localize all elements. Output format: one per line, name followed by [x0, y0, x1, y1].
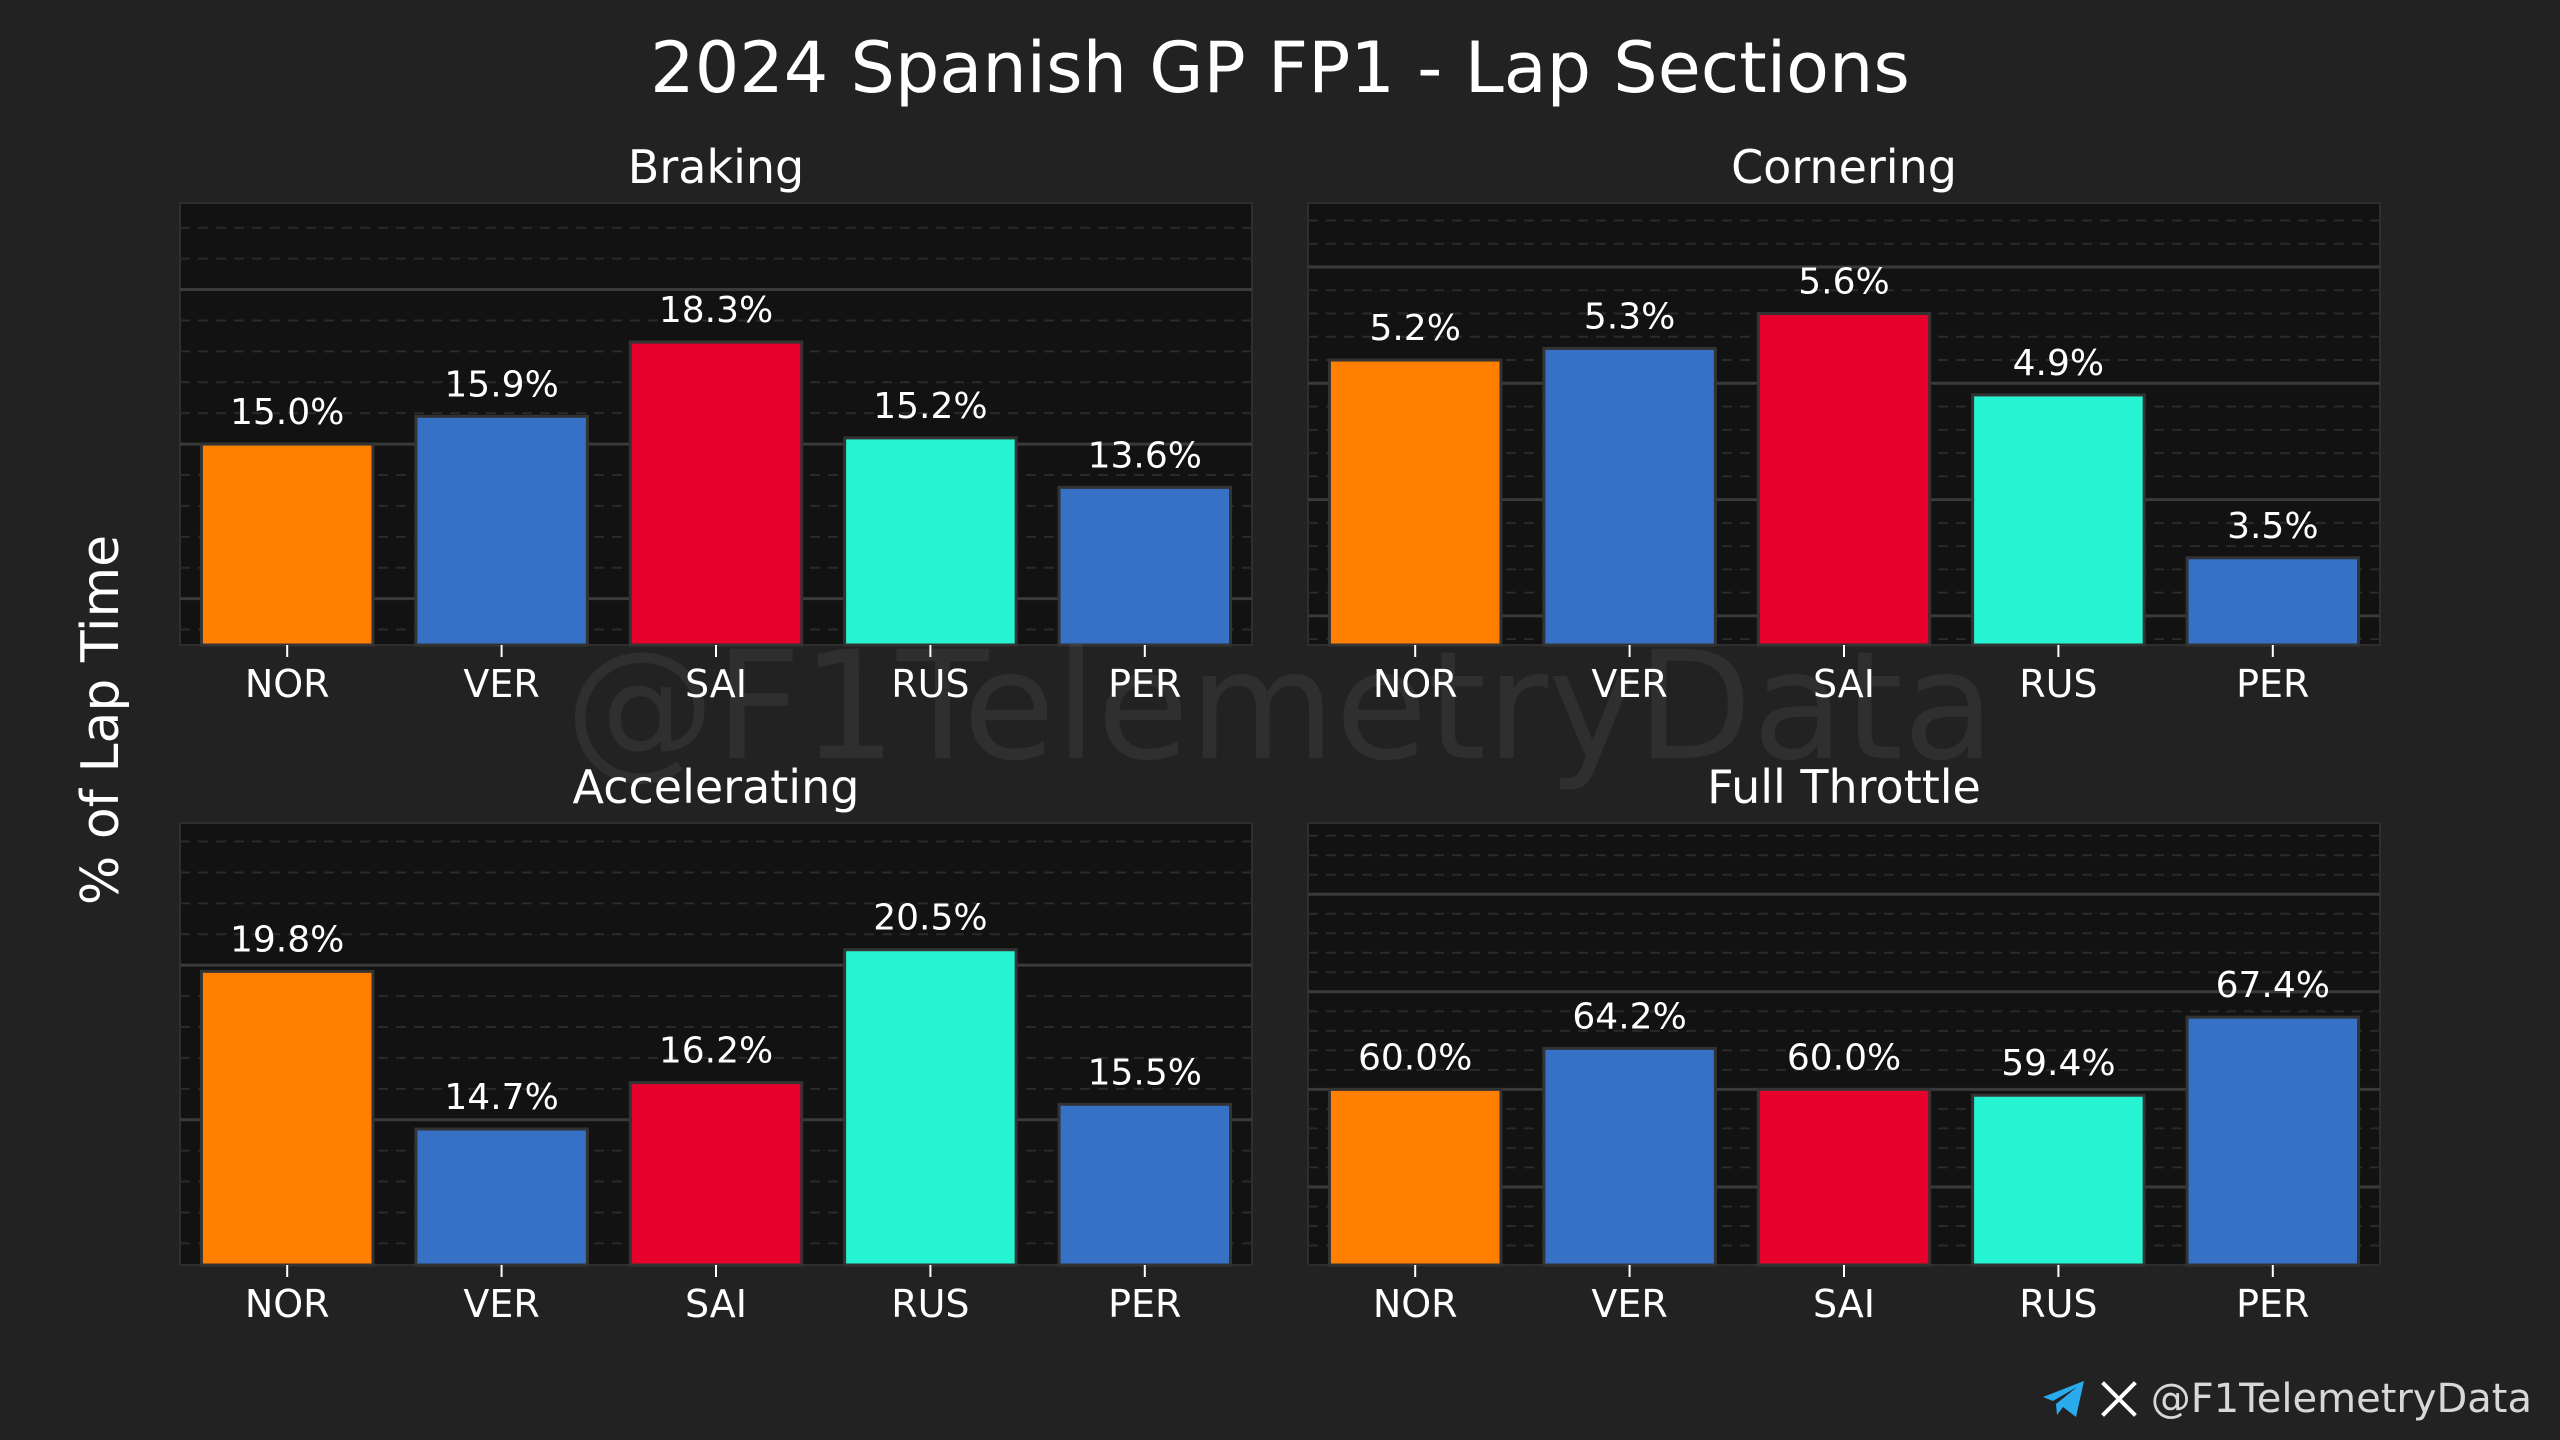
bar-full-throttle-sai	[1756, 1087, 1932, 1267]
data-label-braking-rus: 15.2%	[873, 386, 987, 427]
panel-title-accelerating: Accelerating	[573, 760, 860, 814]
tick-label-braking-per: PER	[1108, 662, 1181, 706]
bar-braking-per	[1057, 485, 1233, 647]
x-icon[interactable]	[2100, 1381, 2137, 1417]
data-label-braking-ver: 15.9%	[444, 364, 558, 405]
panel-cornering: Cornering 5.2% NOR 5.3% VER 5.6% SAI 4.9% RUS 3.5…	[1307, 140, 2381, 706]
data-label-cornering-per: 3.5%	[2227, 506, 2318, 547]
panel-braking: Braking 15.0% NOR 15.9% VER 18.3% SAI 15.2% RUS 1…	[179, 140, 1253, 706]
data-label-full-throttle-nor: 60.0%	[1358, 1037, 1472, 1078]
tick-label-cornering-ver: VER	[1591, 662, 1667, 706]
data-label-accelerating-rus: 20.5%	[873, 898, 987, 939]
bar-full-throttle-nor	[1327, 1087, 1503, 1267]
bar-braking-nor	[199, 442, 375, 647]
data-label-cornering-sai: 5.6%	[1798, 262, 1889, 303]
bar-accelerating-sai	[628, 1081, 804, 1267]
tick-label-accelerating-ver: VER	[463, 1282, 539, 1326]
tick-label-braking-rus: RUS	[891, 662, 969, 706]
panel-title-braking: Braking	[628, 140, 804, 194]
bar-cornering-per	[2185, 556, 2361, 647]
data-label-full-throttle-rus: 59.4%	[2001, 1043, 2115, 1084]
panel-title-cornering: Cornering	[1731, 140, 1957, 194]
data-label-cornering-rus: 4.9%	[2013, 343, 2104, 384]
bar-full-throttle-rus	[1971, 1093, 2146, 1267]
panel-accelerating: Accelerating 19.8% NOR 14.7% VER 16.2% SAI 20.5…	[179, 760, 1253, 1326]
tick-label-cornering-rus: RUS	[2019, 662, 2097, 706]
tick-label-full-throttle-per: PER	[2236, 1282, 2309, 1326]
bar-braking-ver	[414, 414, 589, 647]
bar-accelerating-rus	[843, 948, 1018, 1267]
telegram-icon[interactable]	[2041, 1379, 2087, 1419]
bar-cornering-sai	[1756, 312, 1932, 647]
tick-label-full-throttle-ver: VER	[1591, 1282, 1667, 1326]
tick-label-accelerating-per: PER	[1108, 1282, 1181, 1326]
data-label-braking-nor: 15.0%	[230, 392, 344, 433]
y-axis-label: % of Lap Time	[71, 535, 131, 905]
bar-accelerating-nor	[199, 969, 375, 1267]
tick-label-cornering-sai: SAI	[1813, 662, 1875, 706]
data-label-cornering-ver: 5.3%	[1584, 296, 1675, 337]
data-label-accelerating-ver: 14.7%	[444, 1077, 558, 1118]
data-label-full-throttle-per: 67.4%	[2216, 965, 2330, 1006]
bar-cornering-rus	[1971, 393, 2146, 647]
tick-label-full-throttle-sai: SAI	[1813, 1282, 1875, 1326]
tick-label-cornering-per: PER	[2236, 662, 2309, 706]
data-label-accelerating-nor: 19.8%	[230, 919, 344, 960]
tick-label-cornering-nor: NOR	[1373, 662, 1458, 706]
bar-full-throttle-per	[2185, 1015, 2361, 1267]
panels: Braking 15.0% NOR 15.9% VER 18.3% SAI 15.2% RUS 1…	[179, 140, 2381, 1326]
bar-cornering-nor	[1327, 358, 1503, 647]
data-label-cornering-nor: 5.2%	[1369, 308, 1460, 349]
watermark: @F1TelemetryData	[565, 620, 1995, 794]
tick-label-accelerating-sai: SAI	[685, 1282, 747, 1326]
tick-label-full-throttle-nor: NOR	[1373, 1282, 1458, 1326]
bar-accelerating-ver	[414, 1127, 589, 1267]
tick-label-braking-ver: VER	[463, 662, 539, 706]
tick-label-braking-sai: SAI	[685, 662, 747, 706]
data-label-accelerating-sai: 16.2%	[659, 1031, 773, 1072]
bar-cornering-ver	[1542, 346, 1717, 647]
tick-label-accelerating-rus: RUS	[891, 1282, 969, 1326]
tick-label-braking-nor: NOR	[245, 662, 330, 706]
bar-accelerating-per	[1057, 1102, 1233, 1267]
chart-title: 2024 Spanish GP FP1 - Lap Sections	[650, 27, 1910, 109]
data-label-full-throttle-sai: 60.0%	[1787, 1037, 1901, 1078]
data-label-accelerating-per: 15.5%	[1088, 1052, 1202, 1093]
data-label-braking-sai: 18.3%	[659, 290, 773, 331]
footer-handle[interactable]: @F1TelemetryData	[2150, 1376, 2532, 1422]
tick-label-full-throttle-rus: RUS	[2019, 1282, 2097, 1326]
bar-braking-sai	[628, 340, 804, 647]
footer: @F1TelemetryData	[2041, 1376, 2532, 1422]
panel-title-full-throttle: Full Throttle	[1707, 760, 1981, 814]
bar-full-throttle-ver	[1542, 1046, 1717, 1267]
panel-full-throttle: Full Throttle 60.0% NOR 64.2% VER 60.0% SAI 59.…	[1307, 760, 2381, 1326]
bar-braking-rus	[843, 436, 1018, 647]
data-label-full-throttle-ver: 64.2%	[1572, 996, 1686, 1037]
tick-label-accelerating-nor: NOR	[245, 1282, 330, 1326]
data-label-braking-per: 13.6%	[1088, 435, 1202, 476]
